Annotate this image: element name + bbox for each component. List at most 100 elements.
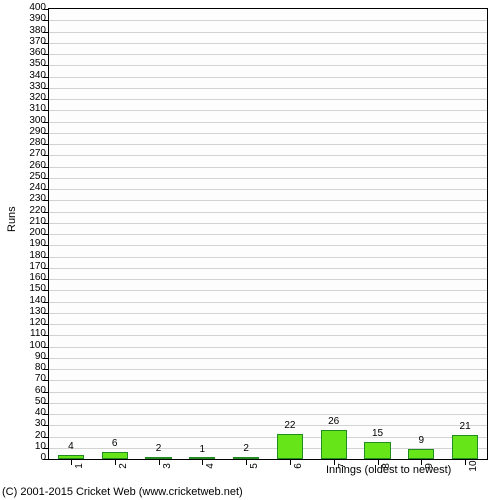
x-tick [465, 460, 466, 465]
x-tick-label: 7 [337, 463, 348, 469]
grid-line [49, 392, 487, 393]
y-tick-label: 240 [29, 183, 46, 193]
y-tick-label: 130 [29, 307, 46, 317]
bar-value-label: 2 [243, 443, 249, 454]
y-tick-label: 220 [29, 206, 46, 216]
grid-line [49, 369, 487, 370]
y-tick-label: 0 [40, 453, 46, 463]
x-tick [202, 460, 203, 465]
grid-line [49, 167, 487, 168]
x-tick-label: 9 [424, 463, 435, 469]
y-tick-label: 400 [29, 3, 46, 13]
x-tick-label: 2 [118, 463, 129, 469]
grid-line [49, 88, 487, 89]
grid-line [49, 144, 487, 145]
x-tick-label: 6 [293, 463, 304, 469]
y-tick-label: 110 [30, 329, 46, 339]
x-tick [159, 460, 160, 465]
y-tick-label: 100 [29, 341, 46, 351]
grid-line [49, 347, 487, 348]
grid-line [49, 200, 487, 201]
bar-value-label: 22 [284, 420, 295, 431]
grid-line [49, 54, 487, 55]
y-tick-label: 210 [29, 217, 46, 227]
grid-line [49, 43, 487, 44]
y-tick-label: 140 [29, 296, 46, 306]
bar-value-label: 4 [68, 441, 74, 452]
y-tick-label: 90 [35, 352, 46, 362]
chart-plot-area: 46212222615921 [48, 8, 488, 460]
grid-line [49, 335, 487, 336]
y-tick-label: 360 [29, 48, 46, 58]
grid-line [49, 245, 487, 246]
y-tick-label: 290 [29, 127, 46, 137]
bar-value-label: 2 [156, 443, 162, 454]
x-tick-label: 4 [205, 463, 216, 469]
y-axis-title: Runs [6, 206, 18, 232]
x-tick [71, 460, 72, 465]
grid-line [49, 110, 487, 111]
y-tick-label: 50 [35, 397, 46, 407]
grid-line [49, 302, 487, 303]
grid-line [49, 99, 487, 100]
y-tick-label: 300 [29, 116, 46, 126]
grid-line [49, 178, 487, 179]
grid-line [49, 324, 487, 325]
grid-line [49, 268, 487, 269]
bar [408, 449, 434, 459]
x-tick-label: 10 [468, 460, 479, 471]
x-tick-label: 3 [162, 463, 173, 469]
y-tick-label: 160 [29, 273, 46, 283]
bar-value-label: 1 [200, 444, 206, 455]
grid-line [49, 32, 487, 33]
y-tick-label: 20 [35, 431, 46, 441]
y-tick-label: 230 [29, 194, 46, 204]
grid-line [49, 313, 487, 314]
y-tick-label: 250 [29, 172, 46, 182]
y-tick-label: 170 [29, 262, 46, 272]
bar [364, 442, 390, 459]
grid-line [49, 212, 487, 213]
bar [452, 435, 478, 459]
grid-line [49, 380, 487, 381]
bar [321, 430, 347, 459]
y-tick-label: 320 [29, 93, 46, 103]
bar [277, 434, 303, 459]
grid-line [49, 189, 487, 190]
y-tick-label: 80 [35, 363, 46, 373]
y-tick-label: 390 [29, 14, 46, 24]
y-tick-label: 30 [35, 419, 46, 429]
x-tick [290, 460, 291, 465]
y-tick-label: 10 [35, 442, 46, 452]
y-tick-label: 150 [29, 284, 46, 294]
y-tick-label: 310 [29, 104, 46, 114]
y-tick-label: 380 [29, 26, 46, 36]
grid-line [49, 234, 487, 235]
grid-line [49, 257, 487, 258]
x-tick [115, 460, 116, 465]
y-tick-label: 330 [29, 82, 46, 92]
grid-line [49, 290, 487, 291]
y-tick-label: 370 [29, 37, 46, 47]
x-tick [246, 460, 247, 465]
grid-line [49, 279, 487, 280]
y-tick-label: 40 [35, 408, 46, 418]
grid-line [49, 155, 487, 156]
y-tick-label: 70 [35, 374, 46, 384]
x-tick-label: 5 [249, 463, 260, 469]
grid-line [49, 65, 487, 66]
y-tick-label: 200 [29, 228, 46, 238]
bar [145, 457, 171, 459]
y-tick-label: 350 [29, 59, 46, 69]
grid-line [49, 358, 487, 359]
bar-value-label: 26 [328, 416, 339, 427]
grid-line [49, 414, 487, 415]
bar [102, 452, 128, 459]
chart-container: 46212222615921 Runs Innings (oldest to n… [0, 0, 500, 500]
grid-line [49, 122, 487, 123]
bar [58, 455, 84, 460]
y-tick-label: 260 [29, 161, 46, 171]
grid-line [49, 133, 487, 134]
x-tick-label: 1 [74, 463, 85, 469]
grid-line [49, 77, 487, 78]
